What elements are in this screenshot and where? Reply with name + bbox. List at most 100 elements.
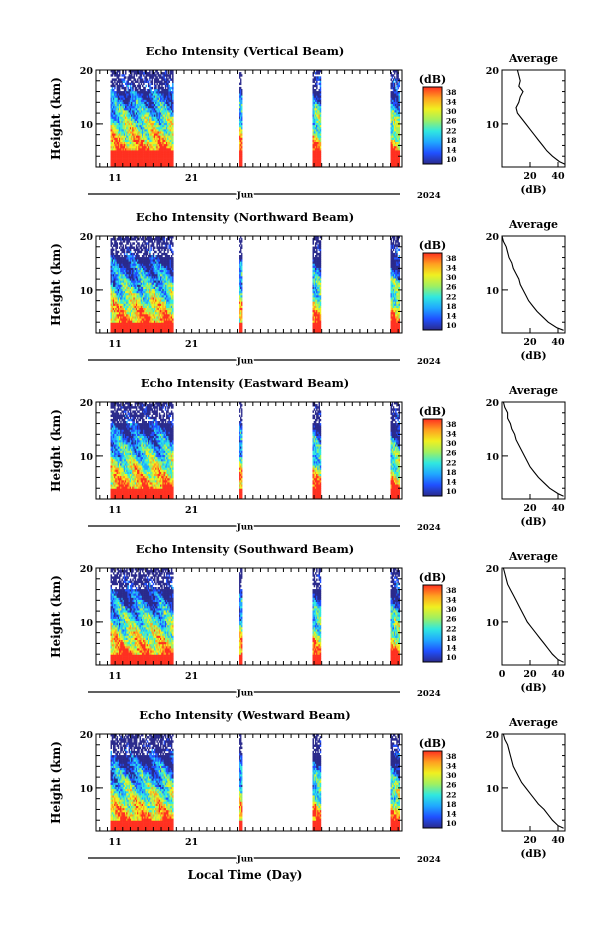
heatmap-cell <box>136 240 138 242</box>
heatmap-cell <box>121 255 123 257</box>
heatmap-cell <box>133 76 135 78</box>
heatmap-cell <box>146 247 148 249</box>
heatmap-cell <box>320 142 322 144</box>
heatmap-cell <box>117 242 119 244</box>
heatmap-cell <box>167 83 169 85</box>
heatmap-cell <box>158 78 160 80</box>
heatmap-cell <box>143 74 145 76</box>
heatmap-cell <box>135 78 137 80</box>
heatmap-cell <box>117 244 119 246</box>
heatmap-cell <box>320 123 322 125</box>
heatmap-cell <box>123 85 125 87</box>
heatmap-cell <box>119 72 121 74</box>
heatmap-cell <box>146 255 148 257</box>
heatmap-cell <box>241 127 242 129</box>
heatmap-cell <box>150 89 152 91</box>
heatmap-cell <box>399 127 400 129</box>
heatmap-cell <box>119 255 121 257</box>
panel-title: Echo Intensity (Vertical Beam) <box>146 44 345 58</box>
heatmap-cell <box>241 112 242 114</box>
heatmap-cell <box>123 244 125 246</box>
heatmap-cell <box>124 240 126 242</box>
heatmap-cell <box>397 87 398 89</box>
heatmap <box>111 70 400 167</box>
panel-2: Echo Intensity (Northward Beam)Height (k… <box>49 210 565 367</box>
average-x-label: (dB) <box>520 184 546 196</box>
heatmap-cell <box>399 97 400 99</box>
heatmap-cell <box>320 93 322 95</box>
heatmap-cell <box>316 81 318 83</box>
heatmap-cell <box>143 244 145 246</box>
heatmap-cell <box>113 89 115 91</box>
heatmap-cell <box>133 253 135 255</box>
heatmap-cell <box>394 85 395 87</box>
heatmap-cell <box>240 83 241 85</box>
heatmap-cell <box>152 87 154 89</box>
heatmap-cell <box>397 76 398 78</box>
heatmap-cell <box>320 76 322 78</box>
heatmap-cell <box>320 161 322 163</box>
heatmap-cell <box>241 100 242 102</box>
heatmap-cell <box>172 76 174 78</box>
heatmap-cell <box>240 72 241 74</box>
heatmap-cell <box>161 249 163 251</box>
heatmap-cell <box>316 83 318 85</box>
heatmap-cell <box>392 76 393 78</box>
heatmap-cell <box>170 76 172 78</box>
colorbar-tick-label: 22 <box>446 126 456 135</box>
heatmap-cell <box>125 89 127 91</box>
heatmap-cell <box>170 74 172 76</box>
heatmap-cell <box>320 140 322 142</box>
heatmap-cell <box>393 81 394 83</box>
heatmap-cell <box>154 240 156 242</box>
heatmap-cell <box>399 159 400 161</box>
heatmap-cell <box>399 108 400 110</box>
heatmap-cell <box>141 251 143 253</box>
heatmap-cell <box>139 87 141 89</box>
heatmap-cell <box>146 85 148 87</box>
heatmap-cell <box>320 127 322 129</box>
heatmap-cell <box>127 242 129 244</box>
heatmap-cell <box>125 244 127 246</box>
heatmap-cell <box>159 244 161 246</box>
heatmap-cell <box>119 83 121 85</box>
heatmap-cell <box>399 142 400 144</box>
heatmap-cell <box>142 249 144 251</box>
heatmap-cell <box>153 255 155 257</box>
heatmap-cell <box>112 87 114 89</box>
heatmap-cell <box>144 89 146 91</box>
heatmap-cell <box>160 240 162 242</box>
heatmap-cell <box>241 106 242 108</box>
heatmap-cell <box>119 87 121 89</box>
heatmap-cell <box>241 121 242 123</box>
heatmap-cell <box>156 76 158 78</box>
heatmap-cell <box>131 72 133 74</box>
heatmap-cell <box>138 249 140 251</box>
heatmap-cell <box>172 93 174 95</box>
heatmap-cell <box>241 89 242 91</box>
heatmap-cell <box>399 93 400 95</box>
heatmap-cell <box>148 247 150 249</box>
average-frame <box>502 70 565 167</box>
average-x-tick-label: 20 <box>523 171 537 182</box>
heatmap-cell <box>320 159 322 161</box>
heatmap-cell <box>124 253 126 255</box>
heatmap-cell <box>159 249 161 251</box>
heatmap-cell <box>135 251 137 253</box>
colorbar-tick-label: 26 <box>446 117 456 126</box>
heatmap-cell <box>394 83 395 85</box>
heatmap-cell <box>166 76 168 78</box>
heatmap-cell <box>153 253 155 255</box>
y-tick-label: 10 <box>80 120 94 131</box>
heatmap-cell <box>241 104 242 106</box>
heatmap-cell <box>142 85 144 87</box>
heatmap-cell <box>320 100 322 102</box>
heatmap-cell <box>391 78 392 80</box>
heatmap-cell <box>133 247 135 249</box>
heatmap-cell <box>146 76 148 78</box>
heatmap-cell <box>399 125 400 127</box>
heatmap-cell <box>146 244 148 246</box>
heatmap-cell <box>148 249 150 251</box>
heatmap-cell <box>168 81 170 83</box>
heatmap-cell <box>241 125 242 127</box>
